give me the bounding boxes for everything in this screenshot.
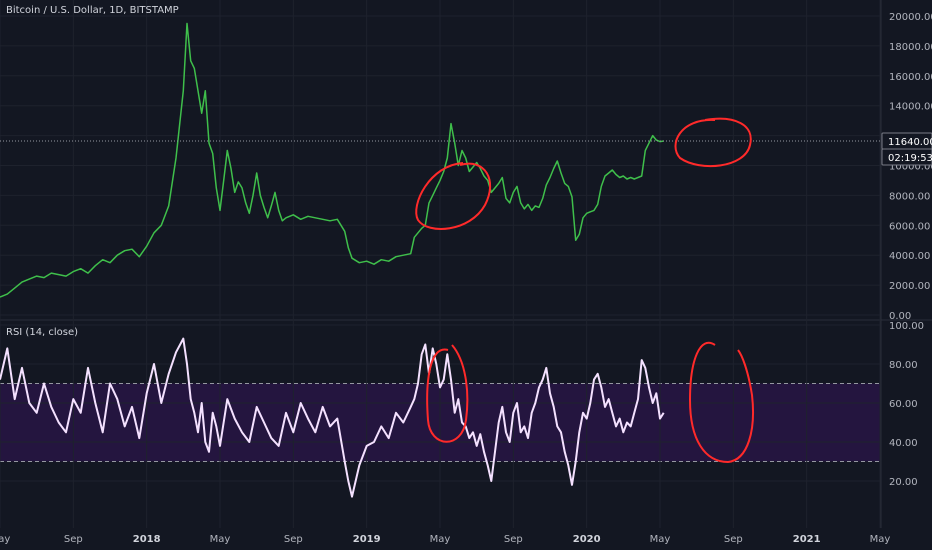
rsi-series-line [0,337,665,498]
x-tick-label: May [430,534,451,545]
x-tick-label: 2018 [133,534,161,545]
rsi-tick-label: 40.00 [889,438,918,449]
last-price-badge-text: 11640.00 [888,137,932,148]
annotations [415,117,754,464]
price-tick-label: 18000.00 [889,42,932,53]
price-tick-label: 6000.00 [889,221,930,232]
x-axis: May Sep 2018 May Sep 2019 May Sep 2020 May Sep 2021… [0,534,890,545]
x-tick-label: May [870,534,891,545]
price-panel [0,22,880,298]
price-badges: 11640.00 02:19:53 [881,132,932,166]
x-tick-label: May [650,534,671,545]
rsi-panel [0,337,665,498]
annotation-circle-2019-breakout [415,162,491,230]
x-tick-label: Sep [64,534,83,545]
x-tick-label: 2019 [353,534,381,545]
annotation-rsi-circle-2020 [688,342,754,464]
x-tick-label: May [210,534,231,545]
price-tick-label: 2000.00 [889,281,930,292]
price-tick-label: 0.00 [889,311,911,322]
countdown-badge-text: 02:19:53 [888,153,932,164]
rsi-tick-label: 100.00 [889,321,924,332]
countdown-badge [881,148,932,166]
x-tick-label: Sep [504,534,523,545]
price-tick-label: 16000.00 [889,72,932,83]
rsi-tick-label: 60.00 [889,399,918,410]
price-tick-label: 10000.00 [889,162,932,173]
annotation-rsi-circle-2019 [426,344,469,443]
price-tick-label: 20000.00 [889,12,932,23]
price-tick-label: 8000.00 [889,191,930,202]
x-tick-label: Sep [284,534,303,545]
x-tick-label: May [0,534,10,545]
price-series-line [0,22,664,298]
x-tick-label: 2020 [573,534,601,545]
annotation-circle-2020-high [674,117,752,168]
price-tick-label: 14000.00 [889,102,932,113]
price-tick-label: 4000.00 [889,251,930,262]
x-tick-label: Sep [724,534,743,545]
chart-title: Bitcoin / U.S. Dollar, 1D, BITSTAMP [6,5,179,16]
x-tick-label: 2021 [793,534,821,545]
rsi-tick-label: 80.00 [889,360,918,371]
rsi-tick-label: 20.00 [889,477,918,488]
rsi-title: RSI (14, close) [6,327,79,338]
